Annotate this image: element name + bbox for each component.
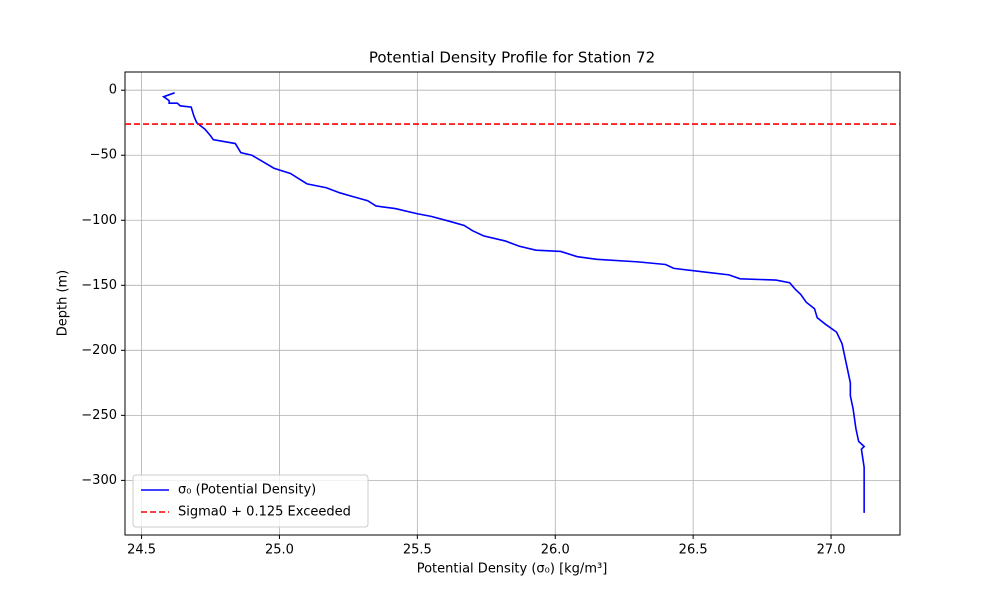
data-line [161, 92, 866, 513]
x-axis-label: Potential Density (σ₀) [kg/m³] [417, 562, 608, 577]
y-tick-label: −50 [90, 148, 117, 163]
y-tick-label: −100 [81, 213, 117, 228]
legend-label: Sigma0 + 0.125 Exceeded [178, 505, 351, 520]
x-tick-label: 26.5 [679, 543, 708, 558]
x-tick-label: 27.0 [817, 543, 846, 558]
legend-label: σ₀ (Potential Density) [178, 483, 316, 498]
legend-box [132, 474, 369, 528]
x-tick-label: 24.5 [127, 543, 156, 558]
y-tick-label: −200 [81, 343, 117, 358]
x-tick-label: 25.5 [403, 543, 432, 558]
y-tick-label: 0 [109, 83, 117, 98]
chart-title: Potential Density Profile for Station 72 [369, 49, 655, 67]
x-tick-label: 26.0 [541, 543, 570, 558]
y-axis-label: Depth (m) [56, 270, 71, 337]
y-tick-label: −150 [81, 278, 117, 293]
plot-frame [124, 71, 901, 536]
y-tick-label: −300 [81, 473, 117, 488]
y-tick-label: −250 [81, 408, 117, 423]
x-tick-label: 25.0 [265, 543, 294, 558]
